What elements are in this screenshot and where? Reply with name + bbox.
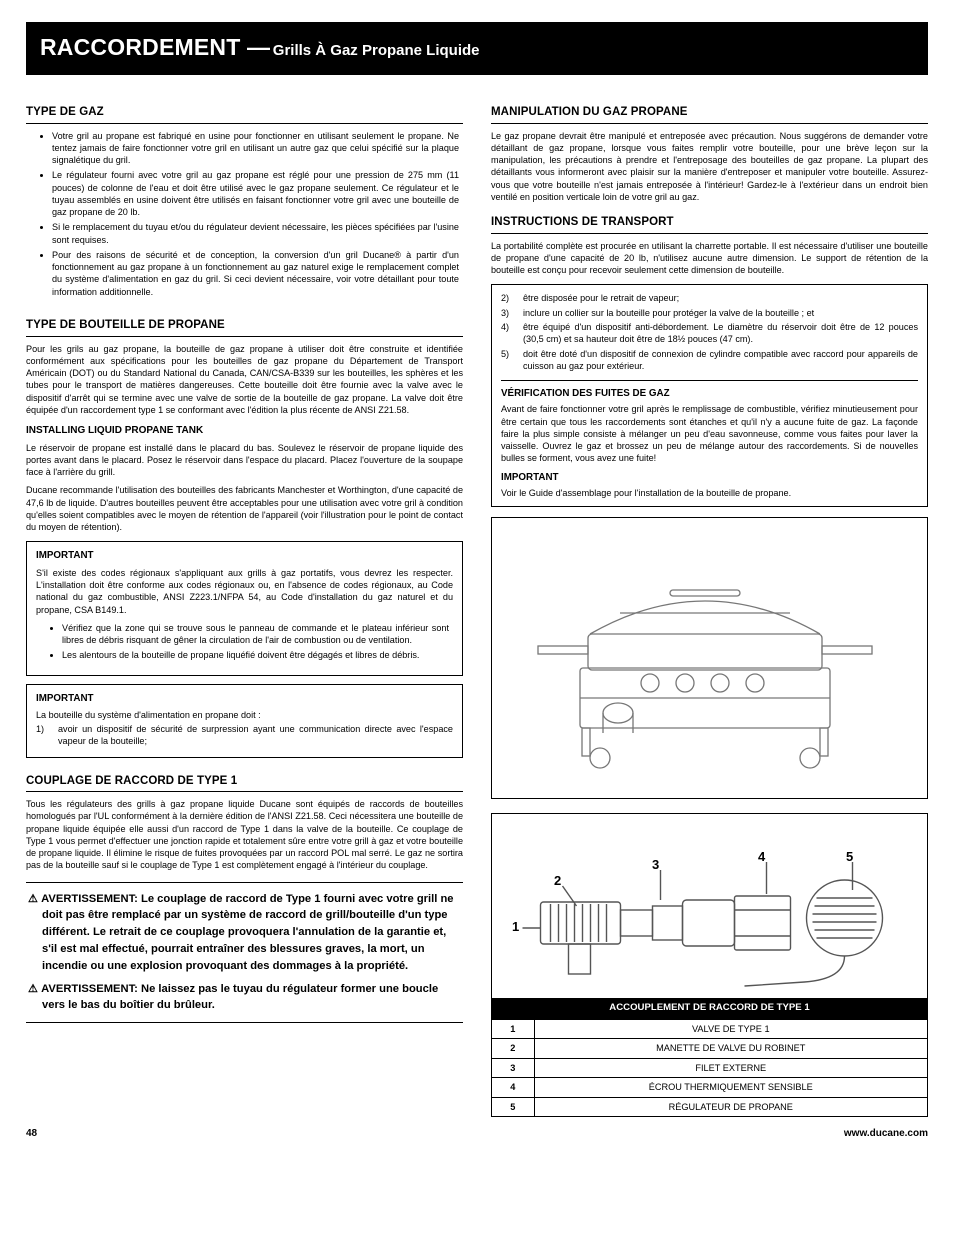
important-intro: La bouteille du système d'alimentation e… (36, 709, 453, 721)
list-item: Si le remplacement du tuyau et/ou du rég… (52, 221, 463, 246)
transport-text: La portabilité complète est procurée en … (491, 240, 928, 277)
list-item: 5)doit être doté d'un dispositif de conn… (501, 348, 918, 373)
diagram-label-1: 1 (512, 918, 519, 936)
item-text: être équipé d'un dispositif anti-déborde… (523, 321, 918, 346)
warning-block: ⚠ AVERTISSEMENT: Le couplage de raccord … (26, 882, 463, 1024)
content-columns: TYPE DE GAZ Votre gril au propane est fa… (26, 93, 928, 1117)
warning-icon: ⚠ (28, 983, 41, 995)
install-p2: Ducane recommande l'utilisation des bout… (26, 484, 463, 533)
diagram-label-2: 2 (554, 872, 561, 890)
item-text: avoir un dispositif de sécurité de surpr… (58, 723, 453, 748)
diagram-area: 2 3 4 5 1 (492, 814, 927, 998)
list-item: 4)être équipé d'un dispositif anti-débor… (501, 321, 918, 346)
coupling-diagram: 2 3 4 5 1 (491, 813, 928, 1117)
footer-url: www.ducane.com (844, 1127, 928, 1141)
grill-illustration (491, 517, 928, 799)
important-box-1: IMPORTANT S'il existe des codes régionau… (26, 541, 463, 675)
item-number: 4) (501, 321, 523, 346)
important-label: IMPORTANT (36, 549, 453, 562)
table-row: 1VALVE DE TYPE 1 (492, 1020, 927, 1039)
continued-list: 2)être disposée pour le retrait de vapeu… (501, 292, 918, 372)
item-number: 2) (501, 292, 523, 304)
page-footer: 48 www.ducane.com (26, 1127, 928, 1141)
list-item: 1)avoir un dispositif de sécurité de sur… (36, 723, 453, 748)
couplage-text: Tous les régulateurs des grills à gaz pr… (26, 798, 463, 872)
item-text: inclure un collier sur la bouteille pour… (523, 307, 814, 319)
important-text: Voir le Guide d'assemblage pour l'instal… (501, 487, 918, 499)
row-text: VALVE DE TYPE 1 (534, 1020, 927, 1039)
row-num: 3 (492, 1058, 534, 1077)
item-number: 3) (501, 307, 523, 319)
list-item: Votre gril au propane est fabriqué en us… (52, 130, 463, 167)
page-number: 48 (26, 1127, 37, 1141)
type-gaz-heading: TYPE DE GAZ (26, 105, 463, 124)
left-column: TYPE DE GAZ Votre gril au propane est fa… (26, 93, 463, 1117)
important-label: IMPORTANT (36, 692, 453, 705)
row-num: 4 (492, 1078, 534, 1097)
table-header-row: ACCOUPLEMENT DE RACCORD DE TYPE 1 (492, 998, 927, 1019)
parts-table: ACCOUPLEMENT DE RACCORD DE TYPE 1 1VALVE… (492, 998, 927, 1116)
bouteille-text: Pour les grils au gaz propane, la boutei… (26, 343, 463, 417)
continued-list-box: 2)être disposée pour le retrait de vapeu… (491, 284, 928, 507)
bouteille-heading: TYPE DE BOUTEILLE DE PROPANE (26, 318, 463, 337)
important-text: S'il existe des codes régionaux s'appliq… (36, 567, 453, 616)
item-text: être disposée pour le retrait de vapeur; (523, 292, 679, 304)
important-label: IMPORTANT (501, 471, 918, 484)
item-number: 5) (501, 348, 523, 373)
header-title-sub: Grills À Gaz Propane Liquide (273, 42, 480, 59)
list-item: 3)inclure un collier sur la bouteille po… (501, 307, 918, 319)
grill-svg (520, 538, 900, 778)
warning-1: ⚠ AVERTISSEMENT: Le couplage de raccord … (28, 891, 461, 975)
list-item: Les alentours de la bouteille de propane… (62, 649, 453, 661)
page-header: RACCORDEMENT — Grills À Gaz Propane Liqu… (26, 22, 928, 75)
coupling-svg (492, 814, 927, 998)
row-text: ÉCROU THERMIQUEMENT SENSIBLE (534, 1078, 927, 1097)
table-row: 4ÉCROU THERMIQUEMENT SENSIBLE (492, 1078, 927, 1097)
diagram-label-3: 3 (652, 856, 659, 874)
important-bullets: Vérifiez que la zone qui se trouve sous … (36, 622, 453, 662)
warning-2: ⚠ AVERTISSEMENT: Ne laissez pas le tuyau… (28, 981, 461, 1015)
warning-text: AVERTISSEMENT: Le couplage de raccord de… (41, 893, 453, 972)
important-numbered: 1)avoir un dispositif de sécurité de sur… (36, 723, 453, 748)
verification-section: VÉRIFICATION DES FUITES DE GAZ Avant de … (501, 380, 918, 499)
table-row: 5RÉGULATEUR DE PROPANE (492, 1097, 927, 1116)
install-p1: Le réservoir de propane est installé dan… (26, 442, 463, 479)
row-text: FILET EXTERNE (534, 1058, 927, 1077)
warning-icon: ⚠ (28, 893, 41, 905)
row-text: MANETTE DE VALVE DU ROBINET (534, 1039, 927, 1058)
row-text: RÉGULATEUR DE PROPANE (534, 1097, 927, 1116)
item-text: doit être doté d'un dispositif de connex… (523, 348, 918, 373)
diagram-label-5: 5 (846, 848, 853, 866)
type-gaz-list: Votre gril au propane est fabriqué en us… (26, 130, 463, 298)
warning-text: AVERTISSEMENT: Ne laissez pas le tuyau d… (41, 983, 438, 1012)
table-row: 3FILET EXTERNE (492, 1058, 927, 1077)
verif-heading: VÉRIFICATION DES FUITES DE GAZ (501, 387, 918, 400)
right-column: MANIPULATION DU GAZ PROPANE Le gaz propa… (491, 93, 928, 1117)
header-title-main: RACCORDEMENT — (40, 34, 270, 60)
verif-text: Avant de faire fonctionner votre gril ap… (501, 403, 918, 464)
diagram-label-4: 4 (758, 848, 765, 866)
row-num: 2 (492, 1039, 534, 1058)
row-num: 1 (492, 1020, 534, 1039)
table-row: 2MANETTE DE VALVE DU ROBINET (492, 1039, 927, 1058)
transport-heading: INSTRUCTIONS DE TRANSPORT (491, 215, 928, 234)
manip-heading: MANIPULATION DU GAZ PROPANE (491, 105, 928, 124)
list-item: Pour des raisons de sécurité et de conce… (52, 249, 463, 298)
manip-text: Le gaz propane devrait être manipulé et … (491, 130, 928, 204)
item-number: 1) (36, 723, 58, 748)
list-item: 2)être disposée pour le retrait de vapeu… (501, 292, 918, 304)
couplage-heading: COUPLAGE DE RACCORD DE TYPE 1 (26, 774, 463, 793)
install-heading: INSTALLING LIQUID PROPANE TANK (26, 424, 463, 438)
list-item: Le régulateur fourni avec votre gril au … (52, 169, 463, 218)
table-header: ACCOUPLEMENT DE RACCORD DE TYPE 1 (492, 998, 927, 1019)
row-num: 5 (492, 1097, 534, 1116)
important-box-2: IMPORTANT La bouteille du système d'alim… (26, 684, 463, 758)
list-item: Vérifiez que la zone qui se trouve sous … (62, 622, 453, 647)
